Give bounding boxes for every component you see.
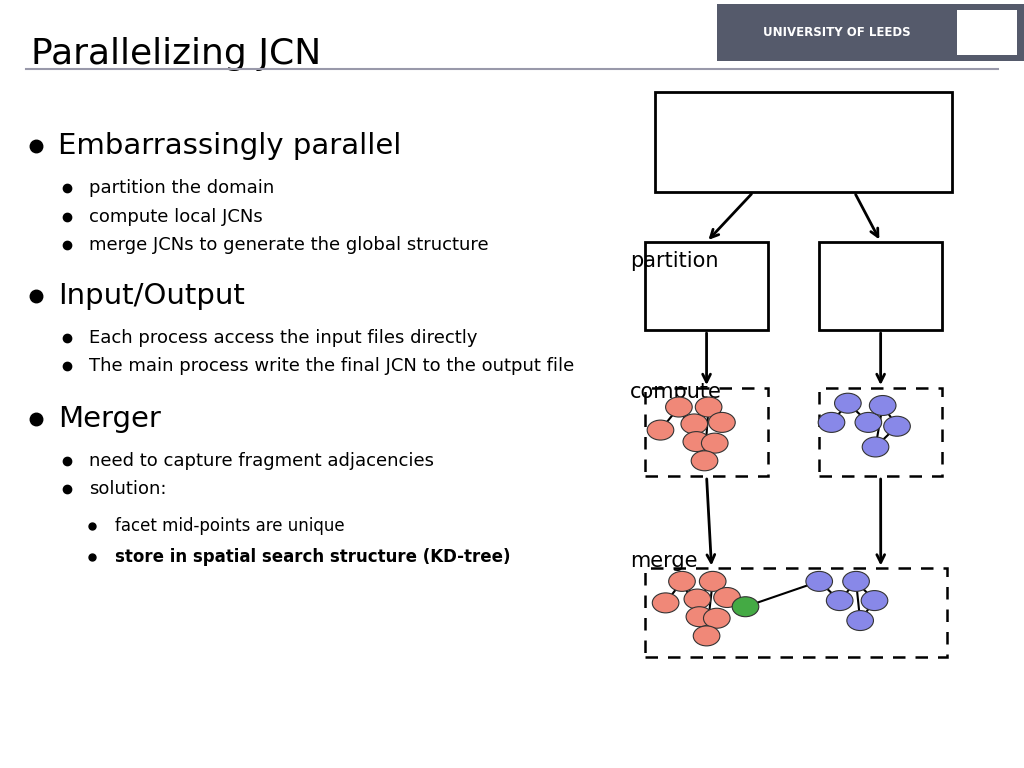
Text: compute: compute — [630, 382, 722, 402]
Circle shape — [669, 571, 695, 591]
Bar — [717, 4, 1024, 61]
Bar — [645, 568, 947, 657]
Circle shape — [806, 571, 833, 591]
Text: Merger: Merger — [58, 405, 161, 432]
Bar — [645, 242, 768, 330]
Text: partition the domain: partition the domain — [89, 179, 274, 197]
Circle shape — [862, 437, 889, 457]
Circle shape — [732, 597, 759, 617]
Text: store in spatial search structure (KD-tree): store in spatial search structure (KD-tr… — [115, 548, 510, 566]
Circle shape — [699, 571, 726, 591]
Circle shape — [703, 608, 730, 628]
Circle shape — [884, 416, 910, 436]
Circle shape — [695, 397, 722, 417]
Circle shape — [835, 393, 861, 413]
Bar — [819, 242, 942, 330]
Circle shape — [647, 420, 674, 440]
Circle shape — [652, 593, 679, 613]
Circle shape — [847, 611, 873, 631]
Text: The main process write the final JCN to the output file: The main process write the final JCN to … — [89, 357, 574, 376]
Bar — [957, 10, 1017, 55]
Circle shape — [861, 591, 888, 611]
Text: Input/Output: Input/Output — [58, 282, 245, 310]
Circle shape — [681, 414, 708, 434]
Text: merge JCNs to generate the global structure: merge JCNs to generate the global struct… — [89, 236, 488, 254]
Circle shape — [666, 397, 692, 417]
Text: compute local JCNs: compute local JCNs — [89, 207, 263, 226]
Text: solution:: solution: — [89, 480, 167, 498]
Text: UNIVERSITY OF LEEDS: UNIVERSITY OF LEEDS — [763, 26, 911, 39]
Text: Each process access the input files directly: Each process access the input files dire… — [89, 329, 477, 347]
Text: Embarrassingly parallel: Embarrassingly parallel — [58, 132, 401, 160]
Circle shape — [683, 432, 710, 452]
Bar — [645, 388, 768, 476]
Circle shape — [693, 626, 720, 646]
Bar — [655, 92, 952, 192]
Circle shape — [714, 588, 740, 607]
Circle shape — [684, 589, 711, 609]
Circle shape — [701, 433, 728, 453]
Text: Parallelizing JCN: Parallelizing JCN — [31, 37, 321, 71]
Circle shape — [686, 607, 713, 627]
Text: partition: partition — [630, 251, 718, 271]
Circle shape — [818, 412, 845, 432]
Bar — [819, 388, 942, 476]
Circle shape — [691, 451, 718, 471]
Circle shape — [855, 412, 882, 432]
Circle shape — [826, 591, 853, 611]
Circle shape — [709, 412, 735, 432]
Circle shape — [869, 396, 896, 415]
Text: merge: merge — [630, 551, 697, 571]
Circle shape — [843, 571, 869, 591]
Text: need to capture fragment adjacencies: need to capture fragment adjacencies — [89, 452, 434, 470]
Text: facet mid-points are unique: facet mid-points are unique — [115, 517, 344, 535]
